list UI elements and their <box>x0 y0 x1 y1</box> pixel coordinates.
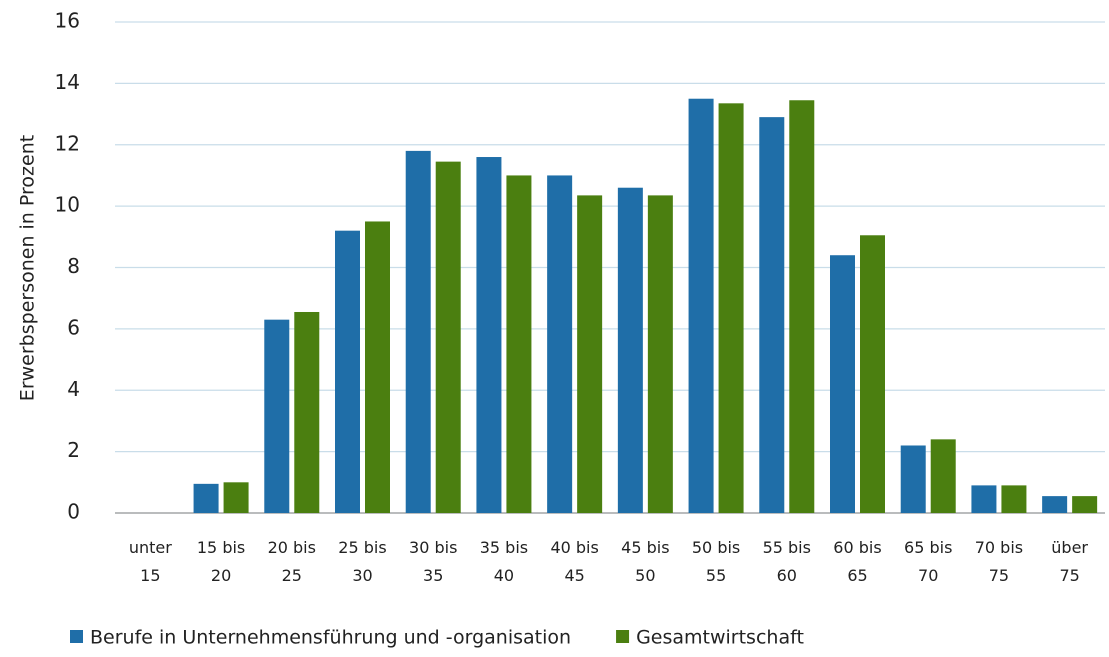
bar <box>1042 496 1068 513</box>
bar <box>688 98 714 513</box>
x-tick-label: 40 bis 45 <box>550 538 598 585</box>
y-tick-label: 0 <box>67 500 80 524</box>
legend-swatch <box>616 630 630 643</box>
bar <box>860 235 885 513</box>
x-tick-label: über 75 <box>1051 538 1088 585</box>
bar <box>617 187 643 513</box>
bar <box>1001 485 1027 513</box>
bar <box>476 157 502 513</box>
y-tick-label: 6 <box>67 315 80 339</box>
x-tick-label: 60 bis 65 <box>833 538 881 585</box>
bar <box>930 439 956 513</box>
bar <box>577 195 603 513</box>
x-tick-label: 25 bis 30 <box>338 538 386 585</box>
bar <box>365 221 390 513</box>
bar <box>547 175 573 513</box>
legend-swatch <box>70 630 83 643</box>
legend-label: Berufe in Unternehmensführung und -organ… <box>90 627 571 649</box>
y-tick-label: 14 <box>55 70 80 94</box>
legend-label: Gesamtwirtschaft <box>636 627 804 649</box>
bar <box>264 319 290 513</box>
bar <box>435 161 461 514</box>
bar <box>830 255 855 513</box>
y-tick-label: 12 <box>55 131 80 155</box>
y-tick-label: 4 <box>67 377 80 401</box>
x-tick-label: unter 15 <box>129 538 172 585</box>
bar <box>193 483 219 513</box>
y-tick-label: 8 <box>67 254 80 278</box>
bar <box>1072 496 1098 513</box>
bar <box>900 445 926 513</box>
y-axis-label: Erwerbspersonen in Prozent <box>17 135 39 401</box>
bar <box>789 100 815 514</box>
y-tick-label: 2 <box>67 438 80 462</box>
x-tick-label: 30 bis 35 <box>409 538 457 585</box>
bar <box>506 175 532 513</box>
bar <box>223 482 249 513</box>
x-tick-label: 15 bis 20 <box>197 538 245 585</box>
y-tick-label: 10 <box>55 193 80 217</box>
x-tick-label: 70 bis 75 <box>975 538 1023 585</box>
x-tick-label: 65 bis 70 <box>904 538 952 585</box>
x-tick-label: 45 bis 50 <box>621 538 669 585</box>
bar <box>335 230 360 514</box>
bar <box>405 150 431 513</box>
y-tick-label: 16 <box>55 9 80 33</box>
bar <box>759 117 785 513</box>
x-tick-label: 35 bis 40 <box>480 538 528 585</box>
x-tick-label: 20 bis 25 <box>268 538 316 585</box>
x-tick-label: 55 bis 60 <box>763 538 811 585</box>
bar <box>971 485 997 513</box>
x-tick-label: 50 bis 55 <box>692 538 740 585</box>
bar <box>718 103 744 514</box>
bar <box>294 311 320 513</box>
bar <box>647 195 673 513</box>
